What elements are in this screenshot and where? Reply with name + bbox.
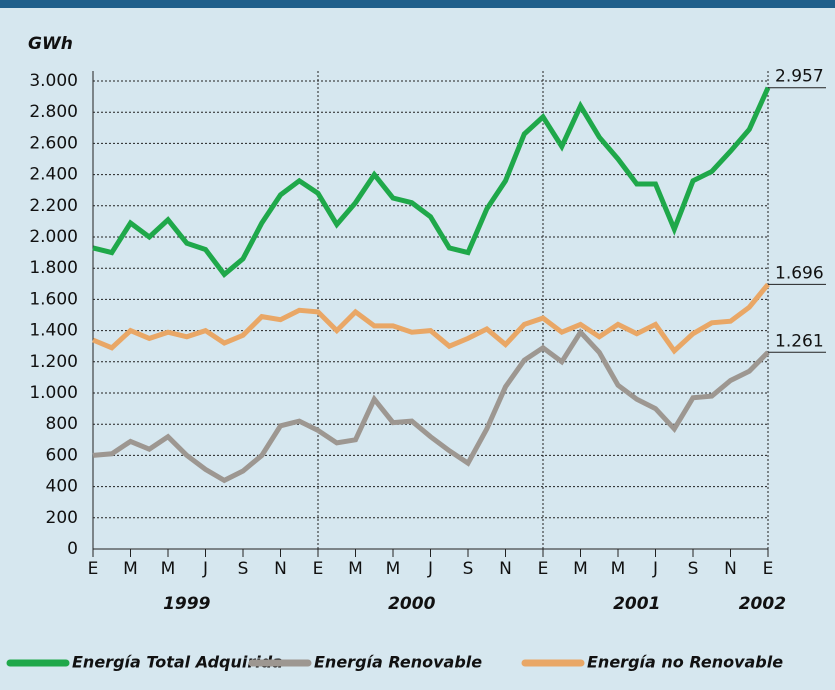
x-tick-label: S: [463, 559, 474, 579]
legend-label: Energía no Renovable: [587, 653, 783, 672]
x-tick-label: J: [427, 559, 433, 579]
y-tick-label: 600: [46, 445, 78, 465]
x-tick-label: N: [274, 559, 287, 579]
x-tick-label: M: [123, 559, 138, 579]
y-tick-label: 1.400: [29, 321, 78, 341]
y-tick-label: 200: [46, 508, 78, 528]
y-tick-label: 2.800: [29, 102, 78, 122]
x-tick-label: M: [161, 559, 176, 579]
series-line: [92, 328, 770, 484]
top-strip: [0, 0, 835, 8]
y-tick-label: 1.200: [29, 352, 78, 372]
legend-label: Energía Renovable: [314, 653, 482, 672]
x-tick-label: N: [724, 559, 737, 579]
y-tick-label: 2.000: [29, 227, 78, 247]
y-axis-label: GWh: [28, 34, 73, 54]
y-tick-label: 1.600: [29, 289, 78, 309]
y-tick-label: 3.000: [29, 71, 78, 91]
x-tick-label: E: [88, 559, 99, 579]
y-tick-label: 2.600: [29, 133, 78, 153]
x-tick-label: M: [386, 559, 401, 579]
end-label: 1.696: [775, 263, 824, 283]
series-line: [92, 86, 771, 279]
x-tick-label: M: [348, 559, 363, 579]
y-tick-label: 2.400: [29, 165, 78, 185]
year-label: 2002: [739, 594, 786, 614]
x-tick-label: J: [652, 559, 658, 579]
y-tick-label: 1.000: [29, 383, 78, 403]
x-tick-label: M: [573, 559, 588, 579]
x-tick-label: E: [313, 559, 324, 579]
year-label: 1999: [163, 594, 210, 614]
year-label: 2001: [613, 594, 660, 614]
y-tick-label: 0: [67, 539, 78, 559]
x-tick-label: S: [238, 559, 249, 579]
end-label: 2.957: [775, 67, 824, 87]
year-label: 2000: [388, 594, 435, 614]
end-label: 1.261: [775, 331, 824, 351]
x-tick-label: M: [611, 559, 626, 579]
x-tick-label: J: [202, 559, 208, 579]
y-tick-label: 400: [46, 477, 78, 497]
legend-label: Energía Total Adquirida: [72, 653, 283, 672]
y-tick-label: 1.800: [29, 258, 78, 278]
x-tick-label: S: [688, 559, 699, 579]
y-tick-label: 2.200: [29, 196, 78, 216]
y-tick-label: 800: [46, 414, 78, 434]
x-tick-label: N: [499, 559, 512, 579]
x-tick-label: E: [763, 559, 774, 579]
series-line: [92, 282, 770, 355]
x-tick-label: E: [538, 559, 549, 579]
